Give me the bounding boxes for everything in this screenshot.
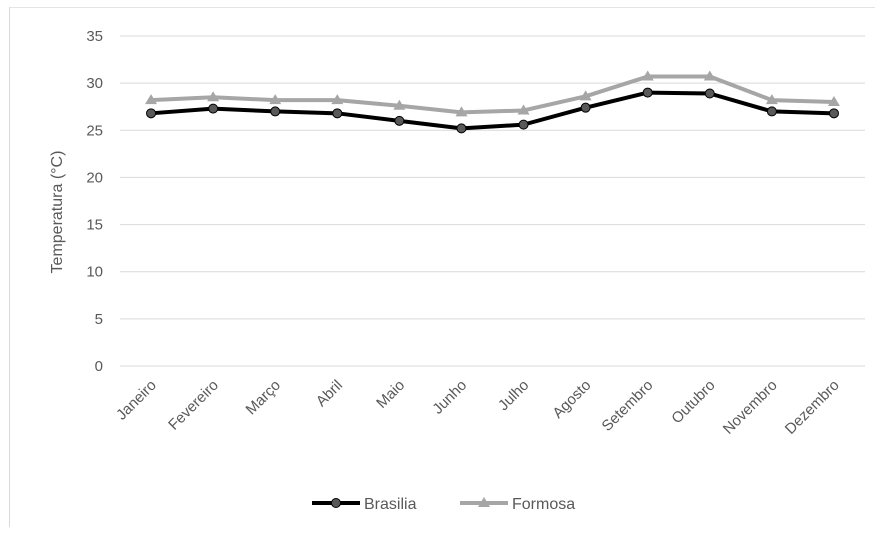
data-point-formosa bbox=[269, 94, 282, 105]
x-tick-label: Maio bbox=[373, 377, 408, 412]
x-tick-label: Dezembro bbox=[782, 377, 843, 438]
data-point-formosa bbox=[579, 90, 592, 101]
data-point-brasilia bbox=[518, 119, 529, 130]
data-point-formosa bbox=[703, 70, 716, 81]
x-axis-ticks: Janeiro Fevereiro Março Abril Maio Junho Julho… bbox=[113, 377, 843, 438]
data-point-brasilia bbox=[766, 106, 777, 117]
series-layer bbox=[145, 70, 840, 134]
data-point-formosa bbox=[145, 94, 158, 105]
x-tick-label: Setembro bbox=[599, 377, 657, 435]
legend-label: Formosa bbox=[512, 496, 575, 513]
data-point-formosa bbox=[827, 96, 840, 106]
y-axis-ticks: 0 5 10 15 20 25 30 35 bbox=[86, 28, 103, 375]
data-point-formosa bbox=[455, 106, 468, 117]
data-point-brasilia bbox=[704, 88, 715, 99]
legend-label: Brasilia bbox=[364, 496, 417, 513]
y-tick-label: 5 bbox=[95, 311, 103, 328]
data-point-brasilia bbox=[146, 108, 157, 119]
series-line-formosa bbox=[150, 74, 835, 115]
chart-frame bbox=[9, 7, 875, 527]
x-tick-label: Julho bbox=[495, 377, 532, 414]
x-tick-label: Fevereiro bbox=[165, 377, 222, 434]
y-axis-title: Temperatura (°C) bbox=[49, 151, 66, 274]
data-point-brasilia bbox=[394, 115, 405, 126]
gridlines bbox=[120, 35, 865, 367]
y-tick-label: 20 bbox=[86, 169, 103, 186]
x-tick-label: Junho bbox=[429, 377, 470, 418]
y-tick-label: 25 bbox=[86, 122, 103, 139]
data-point-formosa bbox=[207, 91, 220, 102]
data-point-formosa bbox=[393, 99, 406, 110]
data-point-brasilia bbox=[580, 102, 591, 113]
y-tick-label: 30 bbox=[86, 75, 103, 92]
x-tick-label: Outubro bbox=[668, 377, 718, 427]
data-point-brasilia bbox=[828, 108, 839, 119]
x-tick-label: Agosto bbox=[549, 377, 594, 422]
x-tick-label: Janeiro bbox=[113, 377, 160, 424]
x-tick-label: Março bbox=[243, 377, 284, 418]
y-tick-label: 35 bbox=[86, 28, 103, 45]
legend-marker bbox=[478, 497, 490, 507]
series-line-brasilia bbox=[150, 90, 835, 131]
y-tick-label: 0 bbox=[95, 358, 103, 375]
data-point-brasilia bbox=[332, 108, 343, 119]
data-point-formosa bbox=[517, 104, 530, 115]
data-point-brasilia bbox=[456, 123, 467, 134]
data-point-brasilia bbox=[270, 106, 281, 117]
legend: Brasilia Formosa bbox=[312, 496, 575, 513]
data-point-brasilia bbox=[208, 103, 219, 114]
y-tick-label: 10 bbox=[86, 264, 103, 281]
data-point-formosa bbox=[331, 94, 344, 105]
x-tick-label: Abril bbox=[313, 377, 346, 410]
y-tick-label: 15 bbox=[86, 217, 103, 234]
legend-marker bbox=[331, 498, 341, 508]
data-point-formosa bbox=[765, 94, 778, 105]
data-point-brasilia bbox=[642, 87, 653, 98]
data-point-formosa bbox=[641, 70, 654, 81]
x-tick-label: Novembro bbox=[720, 377, 781, 438]
